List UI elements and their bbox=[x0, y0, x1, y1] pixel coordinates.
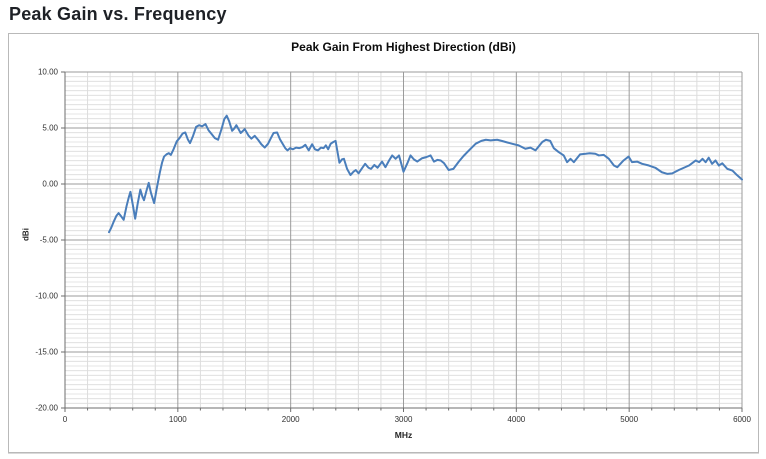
y-tick-label: -10.00 bbox=[35, 292, 58, 301]
y-tick-label: -20.00 bbox=[35, 404, 58, 413]
y-tick-label: 10.00 bbox=[38, 68, 59, 77]
page-title: Peak Gain vs. Frequency bbox=[9, 4, 227, 24]
y-tick-label: -5.00 bbox=[40, 236, 59, 245]
chart-title: Peak Gain From Highest Direction (dBi) bbox=[291, 40, 516, 54]
x-tick-label: 2000 bbox=[282, 415, 300, 424]
series-line-peak-gain bbox=[108, 114, 743, 234]
y-tick-label: -15.00 bbox=[35, 348, 58, 357]
x-tick-label: 3000 bbox=[395, 415, 413, 424]
x-tick-label: 0 bbox=[63, 415, 68, 424]
x-tick-label: 4000 bbox=[507, 415, 525, 424]
y-tick-label: 5.00 bbox=[42, 124, 58, 133]
x-tick-label: 1000 bbox=[169, 415, 187, 424]
plot-area: 10.00 5.00 0.00 -5.00 -10.00 -15.00 -20.00 0 100… bbox=[35, 68, 751, 425]
y-tick-label: 0.00 bbox=[42, 180, 58, 189]
x-tick-label: 6000 bbox=[733, 415, 751, 424]
chart-frame: Peak Gain From Highest Direction (dBi) d… bbox=[8, 33, 759, 453]
x-tick-label: 5000 bbox=[620, 415, 638, 424]
x-axis-title: MHz bbox=[394, 430, 413, 440]
